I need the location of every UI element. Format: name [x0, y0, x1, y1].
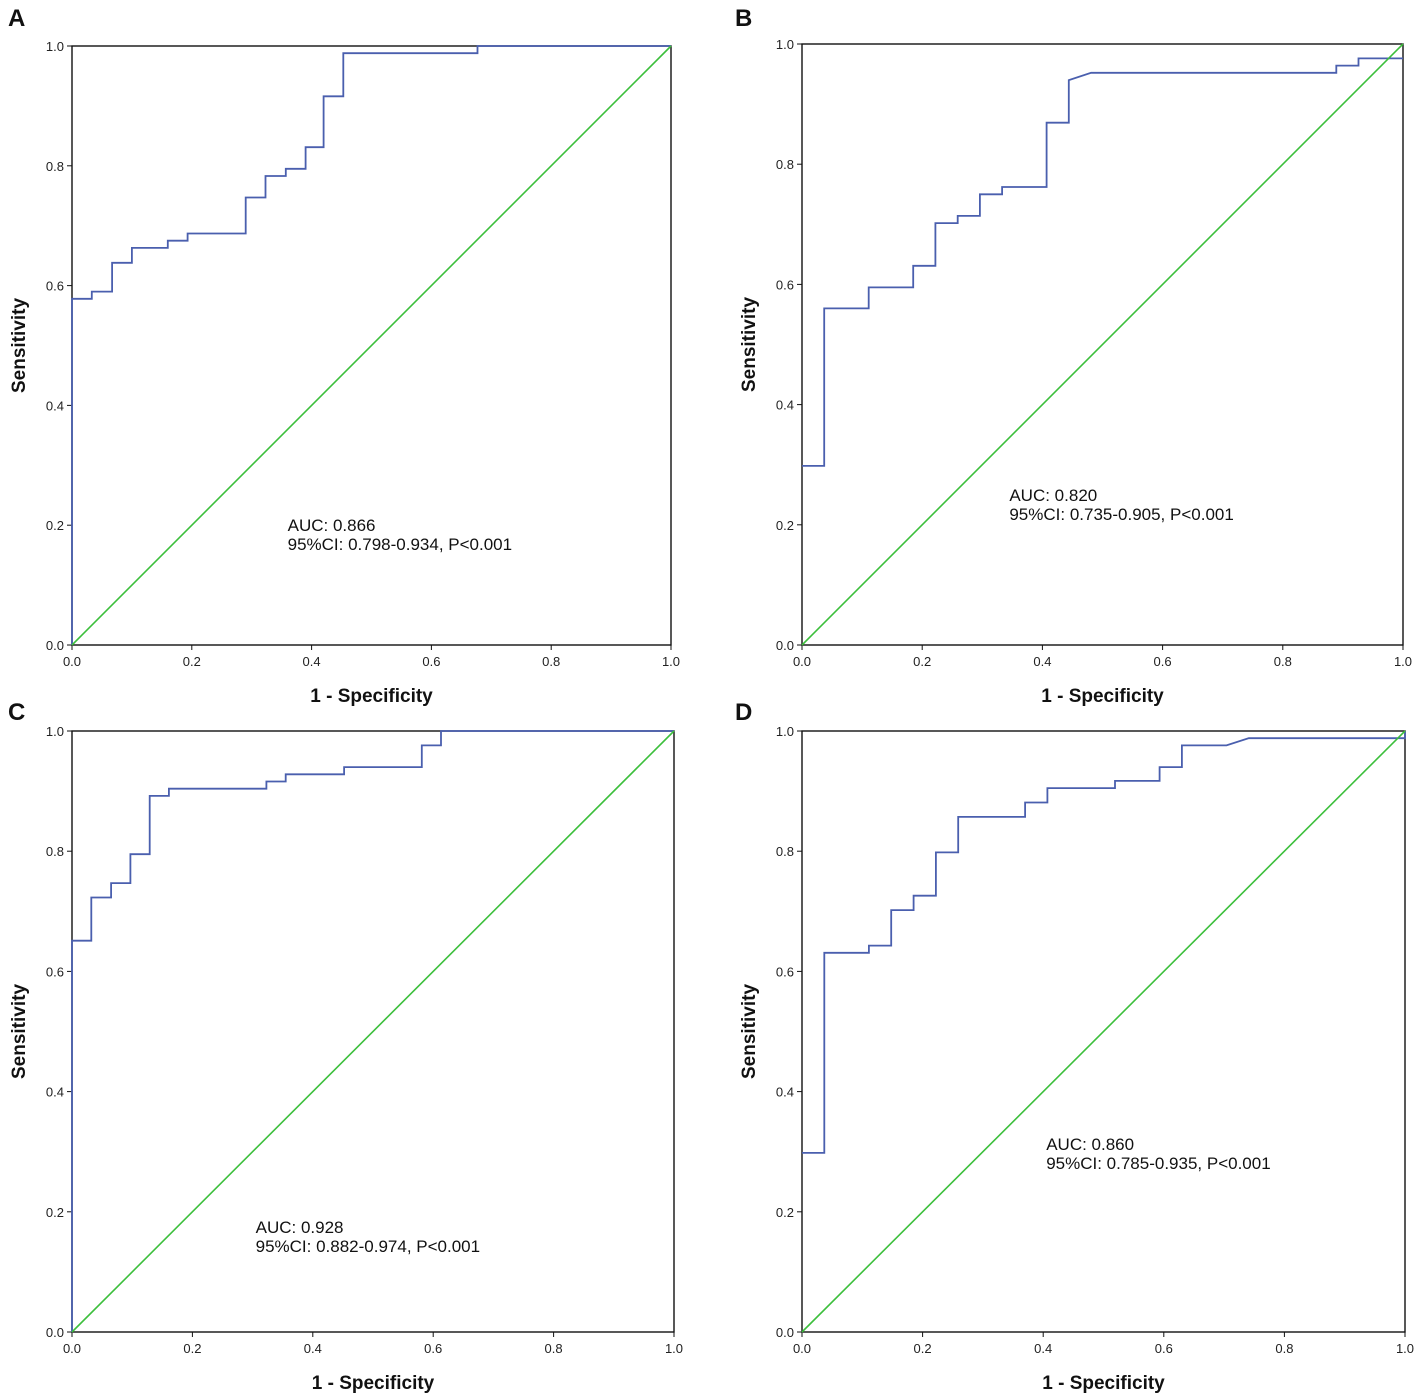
y-axis-title: Sensitivity: [739, 984, 760, 1079]
y-tick-label: 0.4: [776, 398, 794, 413]
y-tick-label: 0.8: [776, 844, 794, 859]
x-tick-label: 0.2: [914, 1341, 932, 1356]
reference-line: [71, 45, 672, 646]
x-tick-label: 0.4: [1034, 1341, 1052, 1356]
x-axis-title: 1 - Specificity: [310, 686, 433, 707]
x-tick-label: 0.2: [183, 1341, 201, 1356]
y-tick-label: 0.0: [46, 1325, 64, 1340]
auc-label: AUC: 0.820: [1009, 486, 1097, 505]
y-tick-label: 0.4: [776, 1085, 794, 1100]
y-tick-label: 0.8: [46, 159, 64, 174]
y-tick-label: 0.4: [46, 398, 64, 413]
y-tick-label: 1.0: [46, 724, 64, 739]
y-tick-label: 0.8: [776, 157, 794, 172]
x-tick-label: 0.2: [183, 654, 201, 669]
roc-panel-b: B 0.0 0.2 0.4 0.6 0.8 1.0 0.0 0.2 0.4 0.6 0.8 1.0 1 -…: [735, 5, 1412, 707]
x-tick-label: 0.6: [422, 654, 440, 669]
x-tick-label: 0.4: [1033, 654, 1051, 669]
x-tick-label: 0.6: [424, 1341, 442, 1356]
y-tick-label: 1.0: [776, 37, 794, 52]
y-tick-label: 0.2: [776, 1205, 794, 1220]
y-tick-label: 0.0: [46, 638, 64, 653]
x-tick-label: 1.0: [1396, 1341, 1414, 1356]
x-axis-title: 1 - Specificity: [1041, 686, 1164, 707]
y-tick-label: 0.6: [776, 964, 794, 979]
roc-panel-c: C 0.0 0.2 0.4 0.6 0.8 1.0 0.0 0.2 0.4 0.6 0.8 1.0 1 -…: [8, 699, 683, 1394]
x-tick-label: 0.4: [304, 1341, 322, 1356]
y-tick-label: 0.6: [776, 277, 794, 292]
x-tick-label: 0.8: [1275, 1341, 1293, 1356]
roc-panel-a: A 0.0 0.2 0.4 0.6 0.8 1.0 0.0 0.2 0.4 0.6 0.8 1.0 1 -…: [8, 5, 680, 707]
auc-label: AUC: 0.866: [288, 516, 376, 535]
roc-panel-d: D 0.0 0.2 0.4 0.6 0.8 1.0 0.0 0.2 0.4 0.6 0.8 1.0 1 -…: [735, 699, 1414, 1394]
reference-line: [801, 730, 1406, 1333]
x-tick-label: 1.0: [662, 654, 680, 669]
y-tick-label: 0.6: [46, 279, 64, 294]
auc-label: AUC: 0.928: [256, 1218, 344, 1237]
ci-label: 95%CI: 0.882-0.974, P<0.001: [256, 1237, 480, 1256]
ci-label: 95%CI: 0.735-0.905, P<0.001: [1009, 505, 1233, 524]
x-tick-label: 0.8: [1274, 654, 1292, 669]
ci-label: 95%CI: 0.785-0.935, P<0.001: [1046, 1154, 1270, 1173]
x-tick-label: 1.0: [1394, 654, 1412, 669]
panel-label: C: [8, 699, 25, 726]
y-axis-title: Sensitivity: [9, 298, 30, 393]
plot-frame: [801, 43, 1404, 646]
x-tick-label: 0.0: [63, 654, 81, 669]
x-tick-label: 0.4: [303, 654, 321, 669]
y-tick-label: 0.2: [776, 518, 794, 533]
roc-curve: [71, 730, 674, 1332]
y-tick-label: 0.4: [46, 1085, 64, 1100]
y-tick-label: 0.2: [46, 1205, 64, 1220]
y-axis-title: Sensitivity: [739, 297, 760, 392]
ci-label: 95%CI: 0.798-0.934, P<0.001: [288, 535, 512, 554]
roc-curve: [802, 731, 1406, 1154]
y-tick-label: 1.0: [776, 724, 794, 739]
x-tick-label: 0.8: [545, 1341, 563, 1356]
roc-curve: [802, 57, 1403, 467]
x-tick-label: 0.0: [63, 1341, 81, 1356]
x-tick-label: 0.0: [793, 654, 811, 669]
panel-label: B: [735, 5, 752, 32]
x-axis-title: 1 - Specificity: [312, 1373, 435, 1394]
x-tick-label: 1.0: [665, 1341, 683, 1356]
plot-frame: [801, 730, 1406, 1333]
y-tick-label: 1.0: [46, 39, 64, 54]
y-tick-label: 0.0: [776, 1325, 794, 1340]
x-axis-title: 1 - Specificity: [1042, 1373, 1165, 1394]
panel-label: D: [735, 699, 752, 726]
y-tick-label: 0.0: [776, 638, 794, 653]
roc-curve: [71, 45, 671, 645]
auc-label: AUC: 0.860: [1046, 1135, 1134, 1154]
y-tick-label: 0.8: [46, 844, 64, 859]
x-tick-label: 0.2: [913, 654, 931, 669]
x-tick-label: 0.6: [1155, 1341, 1173, 1356]
reference-line: [71, 730, 675, 1333]
x-tick-label: 0.0: [793, 1341, 811, 1356]
y-axis-title: Sensitivity: [9, 984, 30, 1079]
y-tick-label: 0.2: [46, 518, 64, 533]
panel-label: A: [8, 5, 25, 32]
y-tick-label: 0.6: [46, 964, 64, 979]
x-tick-label: 0.8: [542, 654, 560, 669]
x-tick-label: 0.6: [1154, 654, 1172, 669]
reference-line: [801, 43, 1404, 646]
